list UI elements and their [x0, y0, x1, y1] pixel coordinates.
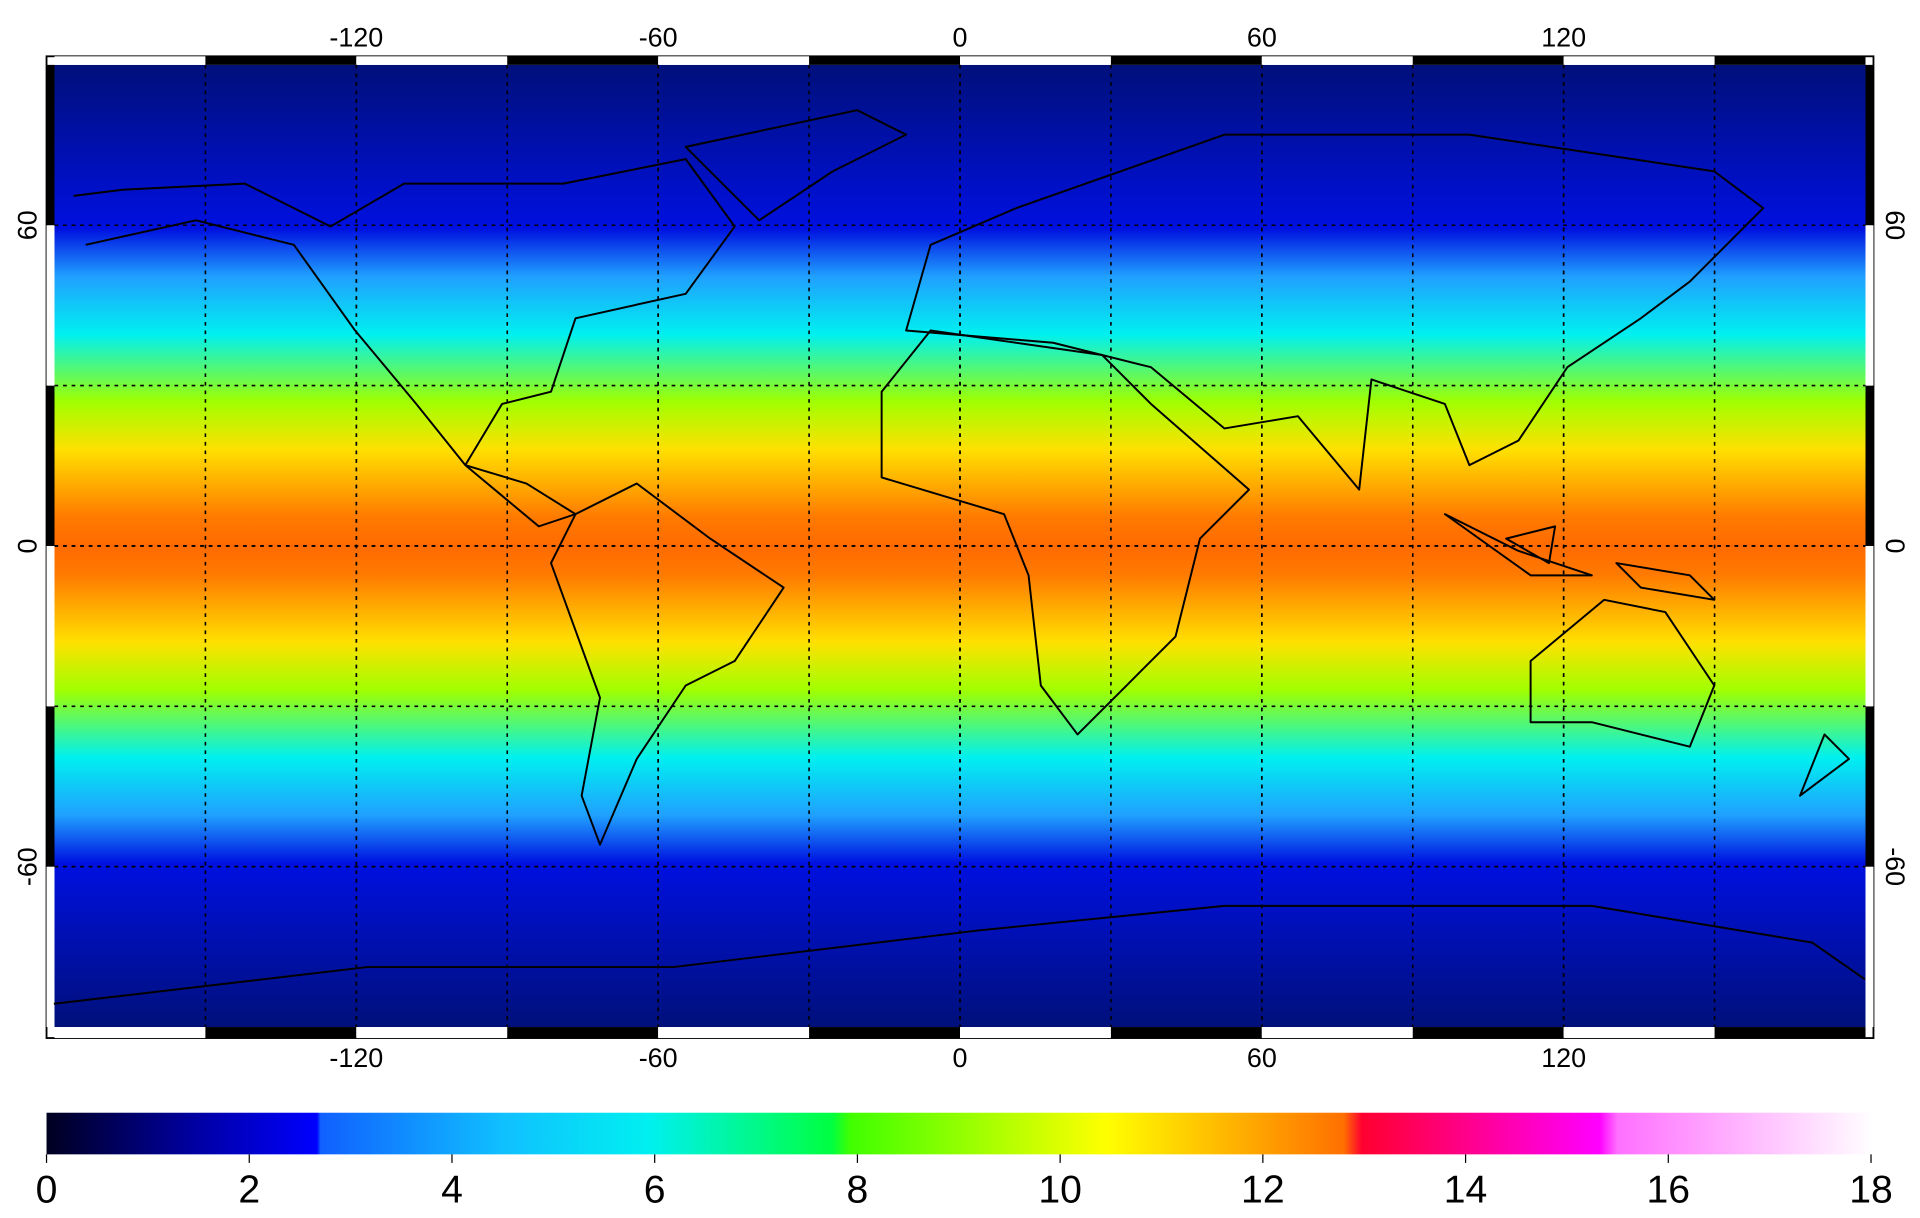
x-tick-label-top: 120	[1541, 22, 1586, 52]
south-america	[550, 482, 785, 846]
frame-band	[1865, 385, 1874, 546]
frame-band	[507, 56, 659, 65]
x-tick-label-bottom: 60	[1247, 1043, 1277, 1073]
colorbar-tick-label: 4	[441, 1169, 463, 1212]
frame-band	[960, 56, 1111, 65]
y-tick-label-left: -60	[12, 847, 42, 886]
australia	[1529, 598, 1716, 748]
frame-band	[809, 1027, 960, 1039]
frame-band	[1261, 1027, 1413, 1039]
colorbar	[46, 1112, 1874, 1155]
x-tick-label-bottom: 120	[1541, 1043, 1586, 1073]
north-america	[73, 158, 736, 528]
frame-band	[1412, 56, 1564, 65]
x-tick-label-top: 0	[953, 22, 968, 52]
frame-band	[46, 706, 55, 867]
frame-band	[1261, 56, 1413, 65]
frame-band	[507, 1027, 659, 1039]
frame-band	[46, 866, 55, 1028]
graticule	[46, 56, 1874, 1039]
frame-band	[205, 1027, 357, 1039]
frame-band	[960, 1027, 1111, 1039]
x-tick-label-bottom: 0	[953, 1043, 968, 1073]
colorbar-tick-label: 12	[1241, 1169, 1285, 1212]
x-tick-label-top: -120	[329, 22, 383, 52]
frame-band	[46, 64, 55, 226]
colorbar-tick-label: 0	[36, 1169, 58, 1212]
y-tick-label-left: 60	[12, 210, 42, 240]
y-tick-label-left: 0	[12, 538, 42, 553]
frame-band	[1865, 545, 1874, 707]
colorbar-tick-label: 10	[1038, 1169, 1082, 1212]
eurasia	[905, 133, 1765, 491]
frame-band	[658, 1027, 810, 1039]
colorbar-tick-label: 6	[644, 1169, 666, 1212]
frame-band	[1110, 1027, 1262, 1039]
frame-band	[356, 56, 508, 65]
x-tick-label-bottom: -120	[329, 1043, 383, 1073]
y-tick-label-right: -60	[1880, 847, 1910, 886]
antarctica	[53, 904, 1866, 1005]
frame-band	[1865, 706, 1874, 867]
frame-band	[809, 56, 960, 65]
frame-band	[46, 225, 55, 386]
frame-band	[1865, 64, 1874, 226]
coastlines	[53, 109, 1866, 1005]
x-tick-label-bottom: -60	[639, 1043, 678, 1073]
colorbar-tick-label: 8	[847, 1169, 869, 1212]
y-tick-label-right: 60	[1880, 210, 1910, 240]
frame-band	[46, 545, 55, 707]
africa	[880, 329, 1250, 736]
new-zealand	[1799, 733, 1850, 797]
frame-band	[356, 1027, 508, 1039]
frame-band	[1714, 56, 1866, 65]
frame-band	[54, 56, 206, 65]
greenland	[684, 109, 908, 222]
frame-band	[1563, 1027, 1715, 1039]
frame-band	[205, 56, 357, 65]
colorbar-tick-label: 18	[1849, 1169, 1893, 1212]
frame-band	[1110, 56, 1262, 65]
x-tick-label-top: 60	[1247, 22, 1277, 52]
colorbar-tick-label: 16	[1647, 1169, 1691, 1212]
frame-band	[1412, 1027, 1564, 1039]
colorbar-tick-label: 14	[1444, 1169, 1488, 1212]
y-tick-label-right: 0	[1880, 538, 1910, 553]
indonesia	[1443, 513, 1716, 601]
frame-band	[46, 385, 55, 546]
frame-band	[54, 1027, 206, 1039]
labels: -120 -120 -60 -60 0 0 60 60 120 120 60 60 0 0 -60 -60 0 2…	[12, 22, 1909, 1211]
colorbar-tick-label: 2	[238, 1169, 260, 1212]
frame-band	[1865, 225, 1874, 386]
x-tick-label-top: -60	[639, 22, 678, 52]
frame-band	[1865, 866, 1874, 1028]
frame-band	[1563, 56, 1715, 65]
frame-band	[658, 56, 810, 65]
frame-band	[1714, 1027, 1866, 1039]
